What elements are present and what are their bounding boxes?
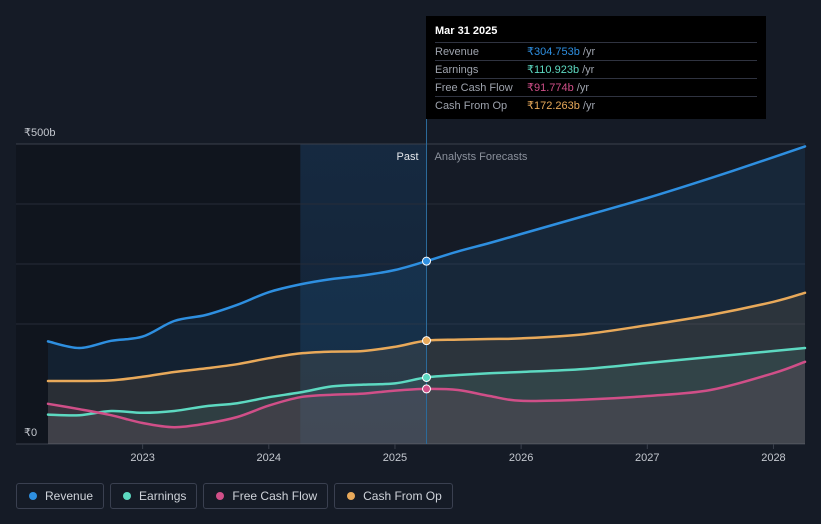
legend-label: Revenue [45,489,94,503]
legend-item-revenue[interactable]: Revenue [16,483,105,509]
cash-from-op-line [46,291,807,383]
hover-markers [422,256,431,394]
tooltip-row-label: Revenue [435,45,480,58]
x-tick-label: 2028 [761,452,785,464]
y-axis-bottom-label: ₹0 [24,427,37,439]
revenue-line [46,145,807,350]
legend-dot-icon [216,492,225,500]
earnings-marker [422,372,431,382]
tooltip-row: Cash From Op ₹172.263b/yr [435,96,757,114]
tooltip-row-label: Earnings [435,63,479,76]
tooltip-row-label: Cash From Op [435,99,508,112]
x-tick-label: 2023 [130,452,154,464]
revenue-marker [422,256,431,266]
legend-dot-icon [123,492,132,500]
tooltip-row-unit: /yr [582,63,595,76]
legend-label: Earnings [139,489,187,503]
tooltip-row: Revenue ₹304.753b/yr [435,42,757,60]
legend-item-cash-from-op[interactable]: Cash From Op [334,483,453,509]
tooltip-row: Earnings ₹110.923b/yr [435,60,757,78]
x-tick-label: 2025 [383,452,407,464]
tooltip-row-value: ₹110.923b [527,64,580,76]
tooltip-row-label: Free Cash Flow [435,81,513,94]
legend-label: Free Cash Flow [232,489,318,503]
free-cash-flow-line [46,360,807,429]
free-cash-flow-marker [422,384,431,394]
tooltip-row: Free Cash Flow ₹91.774b/yr [435,78,757,96]
tooltip-row-value: ₹172.263b [527,100,580,112]
forecast-label: Analysts Forecasts [435,151,528,163]
legend-item-earnings[interactable]: Earnings [110,483,198,509]
legend-label: Cash From Op [363,489,442,503]
earnings-line [46,346,807,417]
x-tick-label: 2026 [509,452,533,464]
tooltip-row-value: ₹304.753b [527,46,580,58]
past-label: Past [396,151,418,163]
x-tick-label: 2024 [257,452,281,464]
cash-from-op-marker [422,336,431,346]
legend-item-free-cash-flow[interactable]: Free Cash Flow [203,483,329,509]
series-lines [46,145,807,429]
chart-legend: Revenue Earnings Free Cash Flow Cash From O… [16,483,453,509]
x-axis-ticks: 2023 2024 2025 2026 2027 2028 [130,444,786,464]
tooltip-row-unit: /yr [576,81,589,94]
tooltip-row-value: ₹91.774b [527,82,574,94]
tooltip-date: Mar 31 2025 [435,25,498,37]
legend-dot-icon [347,492,356,500]
x-tick-label: 2027 [635,452,659,464]
data-tooltip: Mar 31 2025 Revenue ₹304.753b/yr Earnings ₹… [426,16,766,119]
gridlines [16,143,805,445]
tooltip-rows: Revenue ₹304.753b/yr Earnings ₹110.923b/yr F… [435,42,757,114]
y-axis-top-label: ₹500b [24,127,55,139]
tooltip-row-unit: /yr [582,45,596,58]
legend-dot-icon [29,492,37,500]
tooltip-row-unit: /yr [582,99,596,112]
